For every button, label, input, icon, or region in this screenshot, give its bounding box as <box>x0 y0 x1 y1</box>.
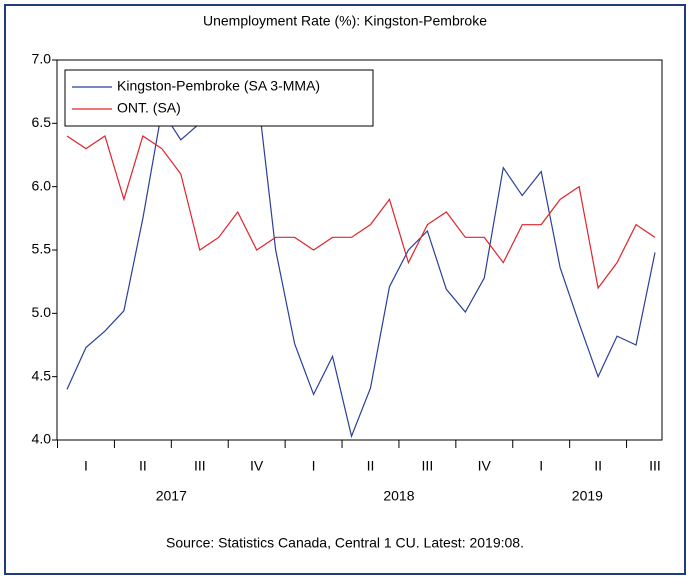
x-tick-label: III <box>422 458 434 474</box>
x-tick-label: I <box>539 458 543 474</box>
x-tick-label: III <box>194 458 206 474</box>
x-tick-label: II <box>139 458 147 474</box>
y-tick-label: 4.5 <box>32 367 52 383</box>
y-tick-label: 5.5 <box>32 241 52 257</box>
x-group-label: 2017 <box>156 488 187 504</box>
x-tick-label: II <box>367 458 375 474</box>
x-tick-label: IV <box>478 458 492 474</box>
x-group-label: 2019 <box>572 488 603 504</box>
x-group-label: 2018 <box>383 488 414 504</box>
y-tick-label: 6.5 <box>32 114 52 130</box>
x-tick-label: III <box>649 458 661 474</box>
y-tick-label: 7.0 <box>32 51 52 67</box>
source-note: Source: Statistics Canada, Central 1 CU.… <box>166 535 524 551</box>
chart-title: Unemployment Rate (%): Kingston-Pembroke <box>203 13 487 29</box>
legend-label: ONT. (SA) <box>117 100 181 116</box>
x-tick-label: I <box>312 458 316 474</box>
y-tick-label: 4.0 <box>32 431 52 447</box>
x-tick-label: IV <box>250 458 264 474</box>
y-tick-label: 5.0 <box>32 304 52 320</box>
legend-label: Kingston-Pembroke (SA 3-MMA) <box>117 78 320 94</box>
x-tick-label: II <box>594 458 602 474</box>
series-line <box>66 135 656 290</box>
x-tick-label: I <box>84 458 88 474</box>
y-tick-label: 6.0 <box>32 177 52 193</box>
legend-box <box>64 69 374 127</box>
